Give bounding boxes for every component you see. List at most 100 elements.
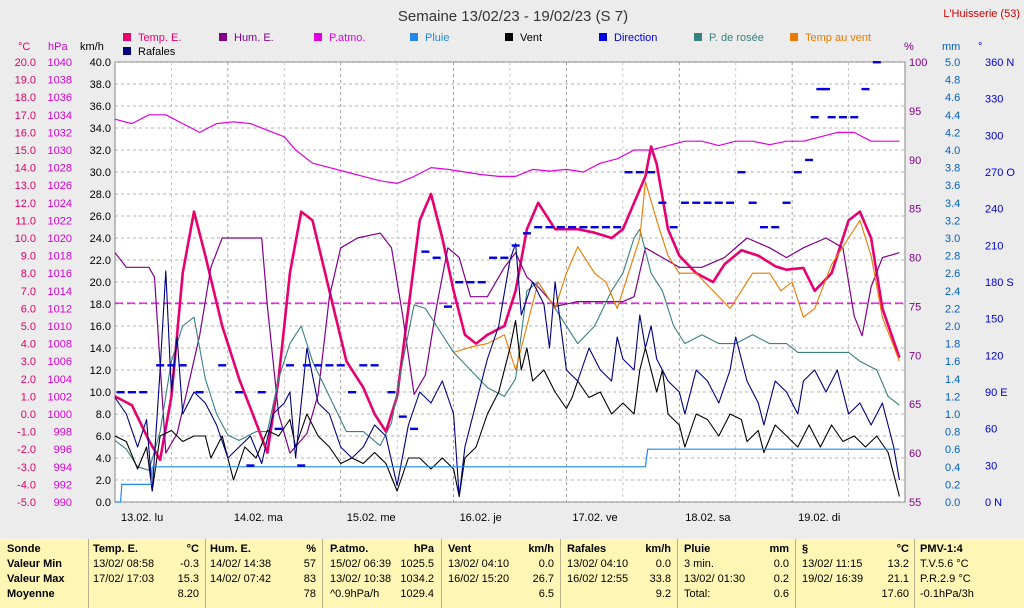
stats-wind-max-time: 16/02/ 15:20 [448, 573, 510, 585]
divider [205, 539, 206, 608]
direction-dot [624, 171, 633, 174]
direction-dot [872, 61, 881, 64]
direction-dot [178, 364, 187, 367]
rain-tick-label: 3.2 [945, 215, 960, 227]
hum-tick-label: 55 [909, 497, 921, 509]
stats-ss-unit: °C [896, 543, 909, 555]
rain-tick-label: 3.4 [945, 198, 960, 210]
wind-tick-label: 12.0 [90, 365, 111, 377]
temp-tick-label: 5.0 [21, 321, 36, 333]
press-tick-label: 1028 [48, 163, 72, 175]
series-line [114, 145, 901, 462]
legend-label: Vent [520, 32, 542, 44]
legend-label: Temp. E. [138, 32, 181, 44]
temp-tick-label: 15.0 [15, 145, 36, 157]
temp-tick-label: -3.0 [17, 462, 36, 474]
direction-dot [511, 244, 520, 247]
stats-rain-r3-val: 0.6 [773, 588, 789, 600]
temp-axis-unit: °C [18, 41, 30, 53]
direction-dot [838, 116, 847, 119]
stats-press-unit: hPa [413, 543, 434, 555]
temp-tick-label: -5.0 [17, 497, 36, 509]
rain-tick-label: 1.4 [945, 374, 960, 386]
rain-tick-label: 0.0 [945, 497, 960, 509]
direction-dot [680, 201, 689, 204]
stats-label-min: Valeur Min [7, 558, 63, 570]
direction-dot [861, 87, 870, 91]
divider [795, 539, 796, 608]
rain-tick-label: 1.8 [945, 339, 960, 351]
temp-tick-label: 16.0 [15, 127, 36, 139]
direction-dot [359, 364, 368, 367]
wind-tick-label: 20.0 [90, 277, 111, 289]
stats-ss-avg: 17.60 [881, 588, 909, 600]
rain-tick-label: 4.0 [945, 145, 960, 157]
rain-tick-label: 1.0 [945, 409, 960, 421]
press-tick-label: 1004 [48, 374, 72, 386]
stats-label-max: Valeur Max [7, 573, 65, 585]
dir-tick-label: 210 [985, 240, 1003, 252]
dir-axis-unit: ° [978, 41, 982, 53]
legend-swatch [505, 33, 513, 41]
temp-tick-label: 6.0 [21, 303, 36, 315]
x-tick-label: 19.02. di [798, 512, 840, 524]
rain-tick-label: 2.6 [945, 268, 960, 280]
direction-dot [522, 232, 531, 235]
wind-tick-label: 16.0 [90, 321, 111, 333]
stats-wind-unit: km/h [528, 543, 554, 555]
stats-labels-col: Sonde Valeur Min Valeur Max Moyenne [7, 542, 85, 606]
direction-dot [816, 87, 825, 91]
stats-temp-col: Temp. E. °C 13/02/ 08:58 -0.3 17/02/ 17:03… [93, 542, 199, 606]
direction-dot [325, 364, 334, 367]
rain-tick-label: 1.2 [945, 391, 960, 403]
temp-tick-label: 10.0 [15, 233, 36, 245]
temp-tick-label: 17.0 [15, 110, 36, 122]
legend-swatch [694, 33, 702, 41]
press-tick-label: 1024 [48, 198, 72, 210]
direction-dot [455, 281, 464, 284]
stats-rain-r1: 3 min. [684, 558, 714, 570]
temp-tick-label: 14.0 [15, 163, 36, 175]
press-tick-label: 992 [54, 479, 72, 491]
legend-swatch [599, 33, 607, 41]
temp-tick-label: 13.0 [15, 180, 36, 192]
divider [441, 539, 442, 608]
direction-dot [827, 116, 836, 119]
legend-swatch [410, 33, 418, 41]
divider [677, 539, 678, 608]
legend-swatch [219, 33, 227, 41]
stats-pmv-l1: T.V.5.6 °C [920, 558, 969, 570]
hum-tick-label: 65 [909, 399, 921, 411]
x-tick-label: 15.02. me [347, 512, 396, 524]
stats-pmv-title: PMV-1:4 [920, 543, 963, 555]
direction-dot [703, 201, 712, 204]
stats-gust-unit: km/h [645, 543, 671, 555]
stats-press-min-time: 15/02/ 06:39 [330, 558, 392, 570]
direction-dot [218, 364, 227, 367]
rain-tick-label: 0.2 [945, 479, 960, 491]
temp-tick-label: 4.0 [21, 339, 36, 351]
x-tick-label: 17.02. ve [572, 512, 617, 524]
stats-gust-min-time: 13/02/ 04:10 [567, 558, 629, 570]
legend-label: Direction [614, 32, 657, 44]
temp-tick-label: 11.0 [15, 215, 36, 227]
stats-gust-max-val: 33.8 [649, 573, 671, 585]
rain-tick-label: 0.4 [945, 462, 960, 474]
dir-tick-label: 120 [985, 350, 1003, 362]
dir-tick-label: 60 [985, 424, 997, 436]
temp-tick-label: 20.0 [15, 57, 36, 69]
rain-tick-label: 0.6 [945, 444, 960, 456]
direction-dot [257, 391, 266, 394]
direction-dot [336, 364, 345, 367]
press-tick-label: 1008 [48, 339, 72, 351]
direction-dot [156, 364, 165, 367]
rain-tick-label: 4.2 [945, 127, 960, 139]
stats-wind-min-time: 13/02/ 04:10 [448, 558, 510, 570]
direction-dot [810, 116, 819, 119]
temp-tick-label: 7.0 [21, 286, 36, 298]
stats-ss-max-val: 21.1 [887, 573, 909, 585]
divider [88, 539, 89, 608]
temp-tick-label: 12.0 [15, 198, 36, 210]
rain-tick-label: 3.8 [945, 163, 960, 175]
direction-dot [658, 201, 667, 204]
